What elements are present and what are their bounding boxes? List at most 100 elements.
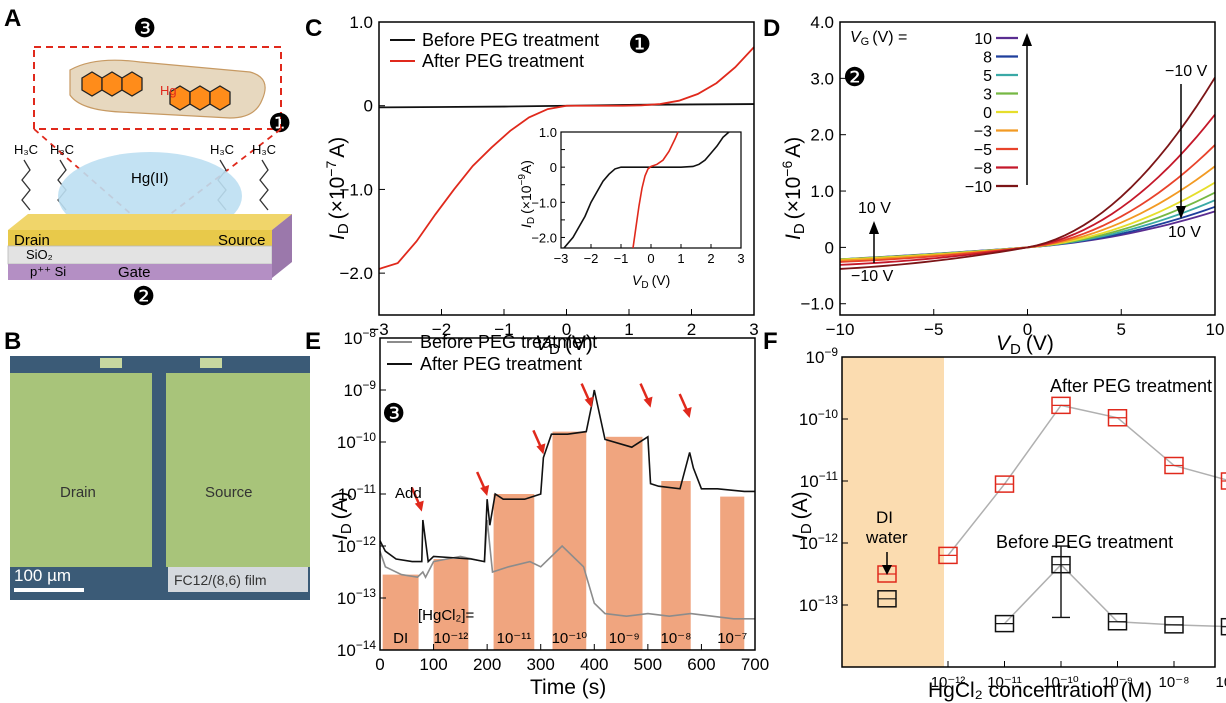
d-legend: 10 85 30 −3−5 −8−10 [965,31,1018,196]
d-ticks: −10 −5 0 5 10 −1.0 0 1.0 2.0 3.0 4.0 [800,13,1224,339]
c-marker: ❶ [628,29,651,59]
contact-pad-2 [200,358,222,368]
f-xtick-label: 10⁻¹⁰ [1043,674,1079,691]
d-ytick-label: 2.0 [810,126,834,145]
f-xtick-label: 10⁻⁸ [1159,674,1190,691]
d-ytick-label: −1.0 [800,295,834,314]
d-legend-label: −3 [974,124,992,141]
drain-label-b: Drain [60,484,96,501]
panel-label-a: A [4,5,21,32]
source-pad [166,373,310,567]
d-arrowhead-left [869,221,879,234]
panel-label-b: B [4,328,21,355]
e-band-label: 10⁻⁷ [717,630,747,647]
f-ytick-label: 10−12 [799,531,838,553]
c-inset-xtick-label: 3 [737,251,744,266]
panel-label-d: D [763,15,780,42]
marker-1-a: ❶ [268,108,291,138]
e-ytick-label: 10−11 [338,482,377,504]
d-series [839,77,1216,270]
drain-label-a: Drain [14,232,50,249]
source-label-a: Source [218,232,266,249]
h3c-label-2: H₃C [50,142,74,157]
c-ytick-label: 1.0 [349,13,373,32]
scale-label: 100 µm [14,566,71,585]
e-xtick-label: 400 [580,655,608,674]
c-inset-xtick-label: −1 [614,251,629,266]
d-anno-left-top: 10 V [858,200,891,217]
d-marker: ❷ [843,62,866,92]
f-di-label-1: DI [876,508,893,527]
d-line-vg-8 [839,77,1216,270]
e-line-before [379,519,755,620]
panel-c: C −3 −2 −1 0 1 2 3 −2.0 −1.0 0 1.0 Before PEG trea… [305,13,759,358]
d-legend-label: 5 [983,68,992,85]
hg-tag: Hg [160,83,177,98]
c-inset-series [563,131,730,249]
c-legend-after: After PEG treatment [422,51,584,71]
d-ytick-label: 4.0 [810,13,834,32]
d-anno-top: −10 V [1165,63,1208,80]
d-legend-label: 8 [983,50,992,67]
d-anno-right: 10 V [1168,224,1201,241]
e-xtick-label: 300 [527,655,555,674]
c-ytick-label: −2.0 [339,264,373,283]
c-inset-ytick-label: 1.0 [539,125,557,140]
marker-2-a: ❷ [132,281,155,311]
e-band-label: DI [393,630,408,647]
e-marker: ❸ [382,398,405,428]
d-legend-title: VG (V) = [850,29,907,48]
e-band-label: 10⁻¹⁰ [552,630,588,647]
e-ytick-label: 10−10 [337,430,376,452]
f-ytick-label: 10−9 [806,345,839,367]
e-xtick-label: 600 [687,655,715,674]
d-line-vg-2 [839,199,1216,261]
panel-e: E DI 10⁻¹² 10⁻¹¹ 10⁻¹⁰ 10⁻⁹ 10⁻⁸ 10⁻⁷ 0 100 200 3… [305,326,769,699]
e-xtick-label: 100 [419,655,447,674]
d-xtick-label: −10 [826,320,855,339]
drain-pad [10,373,152,567]
zoom-line-right [159,128,282,223]
electrode-top [8,214,292,230]
c-inset-line-after [632,131,679,249]
scale-bar [14,588,84,592]
c-inset-xtick-label: −3 [554,251,569,266]
c-inset-ticks: −3 −2 −1 0 1 2 3 −2.0 −1.0 0 1.0 [531,125,744,266]
f-series [877,396,1226,636]
f-xtick-label: 10⁻¹¹ [987,674,1022,691]
d-anno-left-bottom: −10 V [851,268,894,285]
c-axes-frame [378,21,755,316]
e-hgcl2-label: [HgCl₂]= [418,607,474,624]
e-ytick-label: 10−12 [337,534,376,556]
h3c-label-3: H₃C [210,142,234,157]
c-inset-ytick-label: 0 [550,160,557,175]
d-xtick-label: 5 [1117,320,1126,339]
e-ylabel: ID(A) [329,491,355,540]
c-xtick-label: −3 [369,320,388,339]
e-series [379,389,755,620]
f-xtick-label: 10⁻⁷ [1215,674,1226,691]
panel-a: A ❸ Hg ❶ H₃C H₃C H₃C H₃C Hg(II) [4,5,292,311]
e-xtick-label: 700 [741,655,769,674]
e-band-label: 10⁻¹² [434,630,469,647]
e-xlabel: Time (s) [530,676,606,699]
c-line-after [378,46,755,270]
d-xlabel: VD (V) [996,332,1054,358]
c-inset-ylabel: ID(×10−9A) [517,160,537,228]
f-legend-after: After PEG treatment [1050,376,1212,396]
d-xtick-label: −5 [924,320,943,339]
d-legend-label: −10 [965,179,992,196]
c-xtick-label: −1 [494,320,513,339]
hg-label: Hg(II) [131,170,169,187]
e-band-label: 10⁻¹¹ [497,630,532,647]
c-inset-ytick-label: −1.0 [531,195,557,210]
d-legend-label: 0 [983,105,992,122]
panel-label-f: F [763,328,778,355]
f-xlabel: HgCl₂ concentration (M) [928,679,1152,702]
f-line-before [1003,563,1226,628]
e-band-label: 10⁻⁸ [661,630,692,647]
c-legend-before: Before PEG treatment [422,30,599,50]
sio2-label: SiO₂ [26,247,53,262]
f-di-label-2: water [865,528,908,547]
